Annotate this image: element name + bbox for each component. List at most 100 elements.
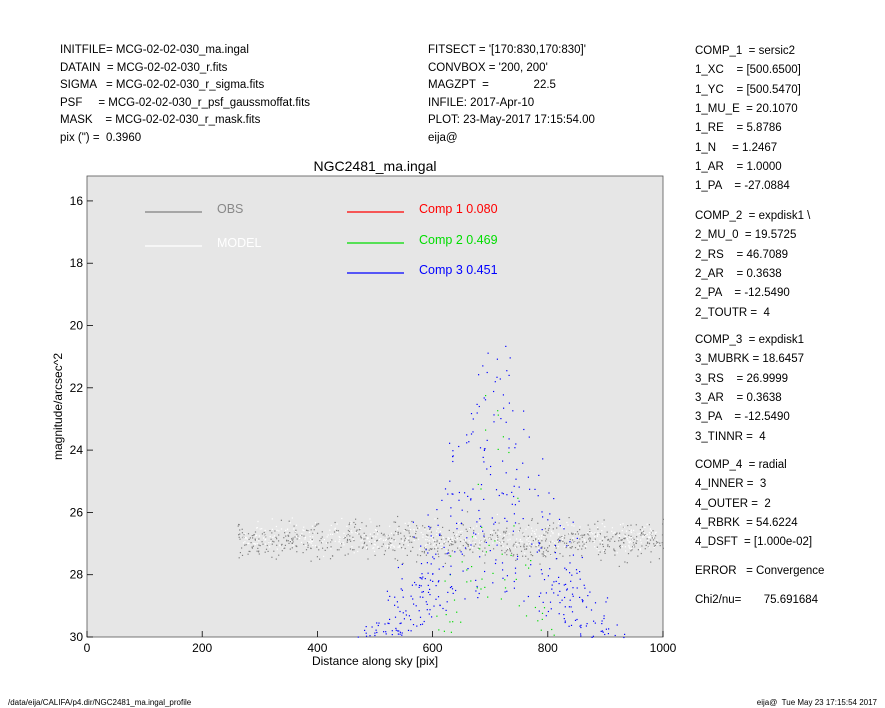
data-point: [563, 535, 565, 537]
data-point: [427, 514, 429, 516]
data-point: [250, 542, 252, 544]
data-point: [477, 483, 479, 485]
data-point: [427, 591, 430, 593]
data-point: [403, 618, 405, 620]
data-point: [515, 559, 517, 561]
data-point: [570, 547, 572, 549]
data-point: [451, 586, 453, 588]
data-point: [347, 533, 349, 536]
data-point: [436, 615, 438, 617]
data-point: [342, 542, 344, 544]
data-point: [357, 550, 359, 552]
data-point: [628, 541, 630, 543]
param-line: 2_RS = 46.7089: [695, 248, 789, 261]
data-point: [416, 529, 418, 531]
data-point: [568, 625, 570, 627]
data-point: [559, 536, 561, 538]
data-point: [541, 546, 543, 548]
data-point: [646, 523, 648, 525]
data-point: [456, 528, 458, 530]
data-point: [481, 540, 483, 542]
data-point: [517, 555, 519, 557]
data-point: [364, 538, 366, 540]
data-point: [587, 532, 589, 534]
data-point: [423, 550, 425, 553]
data-point: [640, 542, 642, 544]
data-point: [449, 573, 451, 575]
data-point: [545, 592, 547, 594]
data-point: [460, 551, 462, 553]
data-point: [422, 596, 424, 598]
data-point: [343, 544, 345, 546]
data-point: [454, 538, 456, 540]
data-point: [506, 546, 508, 548]
data-point: [554, 542, 556, 544]
data-point: [523, 546, 525, 548]
data-point: [346, 539, 349, 542]
data-point: [311, 538, 313, 541]
data-point: [291, 547, 293, 549]
data-point: [463, 539, 465, 541]
data-point: [601, 530, 603, 532]
data-point: [471, 536, 474, 538]
data-point: [587, 595, 589, 597]
data-point: [397, 633, 399, 635]
data-point: [396, 532, 398, 534]
data-point: [544, 528, 546, 530]
data-point: [420, 532, 422, 534]
data-point: [346, 541, 348, 543]
data-point: [436, 534, 438, 536]
header-mid-line: INFILE: 2017-Apr-10: [428, 96, 535, 109]
data-point: [558, 613, 560, 615]
data-point: [473, 532, 475, 534]
data-point: [437, 553, 439, 555]
data-point: [497, 529, 499, 531]
data-point: [529, 546, 531, 548]
data-point: [419, 555, 422, 557]
data-point: [338, 536, 340, 538]
data-point: [518, 605, 520, 607]
data-point: [392, 549, 394, 551]
data-point: [556, 540, 558, 543]
data-point: [471, 566, 473, 568]
data-point: [497, 410, 499, 412]
data-point: [275, 558, 277, 560]
data-point: [384, 623, 386, 625]
data-point: [542, 516, 544, 518]
plot-area: [86, 175, 664, 638]
data-point: [596, 535, 598, 537]
data-point: [627, 553, 630, 555]
data-point: [389, 525, 391, 527]
data-point: [280, 544, 283, 546]
data-point: [572, 539, 574, 541]
data-point: [648, 542, 650, 544]
data-point: [330, 541, 332, 543]
data-point: [380, 532, 383, 534]
data-point: [537, 522, 539, 524]
data-point: [382, 543, 384, 545]
data-point: [501, 541, 503, 543]
data-point: [283, 547, 285, 549]
data-point: [321, 531, 323, 533]
data-point: [633, 529, 635, 531]
data-point: [473, 536, 475, 538]
data-point: [483, 541, 486, 543]
data-point: [655, 531, 657, 533]
data-point: [447, 538, 449, 540]
data-point: [445, 614, 447, 616]
data-point: [355, 531, 357, 533]
data-point: [495, 489, 498, 491]
data-point: [493, 414, 495, 416]
data-point: [259, 545, 261, 547]
data-point: [257, 547, 259, 549]
data-point: [472, 527, 475, 529]
data-point: [316, 524, 318, 526]
data-point: [259, 528, 261, 530]
data-point: [383, 533, 385, 535]
data-point: [581, 548, 583, 550]
data-point: [616, 532, 618, 534]
data-point: [289, 541, 291, 543]
data-point: [607, 633, 609, 635]
data-point: [465, 528, 467, 530]
data-point: [326, 547, 328, 549]
